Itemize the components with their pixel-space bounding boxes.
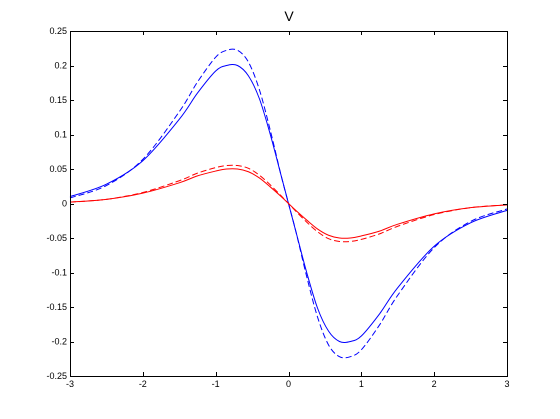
series-line-4 xyxy=(69,164,508,243)
x-tick-label: -2 xyxy=(139,379,147,389)
x-tick-label: 0 xyxy=(286,379,291,389)
y-tick-label: 0.1 xyxy=(54,130,67,140)
tick-layer xyxy=(70,31,508,377)
x-tick-label: -1 xyxy=(212,379,220,389)
series-layer xyxy=(69,48,508,359)
y-tick-label: -0.2 xyxy=(51,337,67,347)
y-tick-label: 0.25 xyxy=(49,26,67,36)
y-tick-label: -0.25 xyxy=(46,371,67,381)
x-tick-label: 3 xyxy=(504,379,509,389)
y-tick-label: 0.15 xyxy=(49,95,67,105)
tick-label-layer: -3 -2 -1 0 1 2 3 0.25 0.2 0.15 0.1 0.05 0 -0.05 -0.1 -0… xyxy=(46,26,509,389)
y-tick-label: 0.2 xyxy=(54,61,67,71)
x-tick-label: 2 xyxy=(432,379,437,389)
x-tick-label: -3 xyxy=(66,379,74,389)
chart-title: V xyxy=(284,8,294,24)
y-tick-label: -0.05 xyxy=(46,233,67,243)
x-tick-label: 1 xyxy=(359,379,364,389)
y-tick-label: -0.15 xyxy=(46,302,67,312)
y-tick-label: 0 xyxy=(62,199,67,209)
y-tick-label: -0.1 xyxy=(51,268,67,278)
y-tick-label: 0.05 xyxy=(49,164,67,174)
